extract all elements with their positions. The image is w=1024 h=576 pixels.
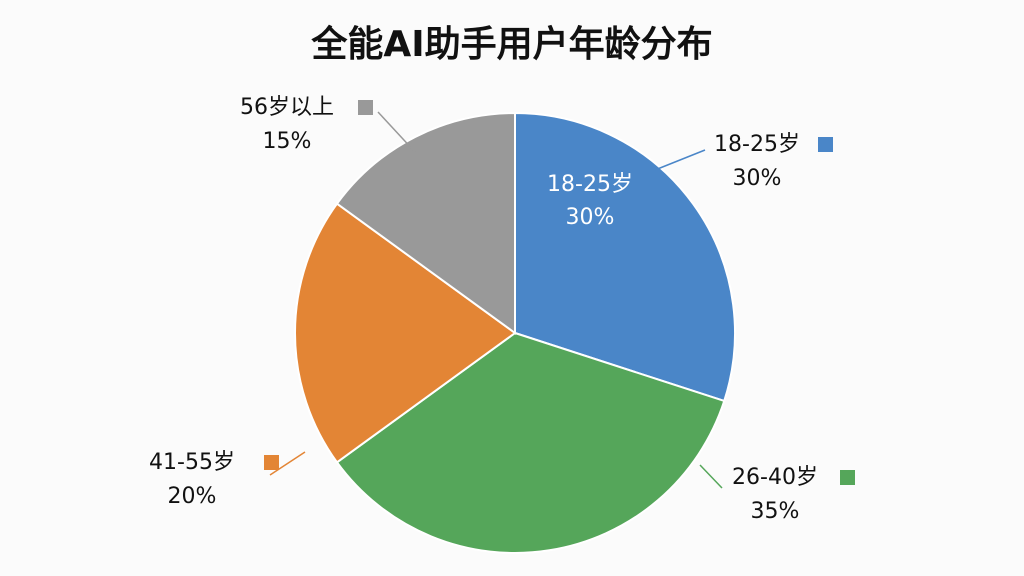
legend-swatch <box>840 470 855 485</box>
pie-slice <box>335 111 516 335</box>
slice-label: 56岁以上 <box>240 95 334 120</box>
slice-value-label: 30% <box>733 166 782 191</box>
inner-label: 18-25岁 <box>547 172 633 197</box>
leader-line <box>699 464 723 489</box>
leader-line <box>377 111 416 153</box>
chart-title: 全能AI助手用户年龄分布 <box>310 23 712 65</box>
slice-value-label: 35% <box>751 499 800 524</box>
leader-line <box>654 149 706 171</box>
slice-value-label: 20% <box>168 484 217 509</box>
legend-swatch <box>358 100 373 115</box>
pie-slice <box>335 331 726 554</box>
pie-slice <box>514 111 736 403</box>
pie-slice <box>294 202 517 464</box>
legend-swatch <box>264 455 279 470</box>
inner-value-label: 30% <box>566 205 615 230</box>
slice-value-label: 15% <box>263 129 312 154</box>
slice-label: 41-55岁 <box>149 450 235 475</box>
slice-label: 18-25岁 <box>714 132 800 157</box>
slice-label: 26-40岁 <box>732 465 818 490</box>
leader-line <box>269 451 306 476</box>
legend-swatch <box>818 137 833 152</box>
